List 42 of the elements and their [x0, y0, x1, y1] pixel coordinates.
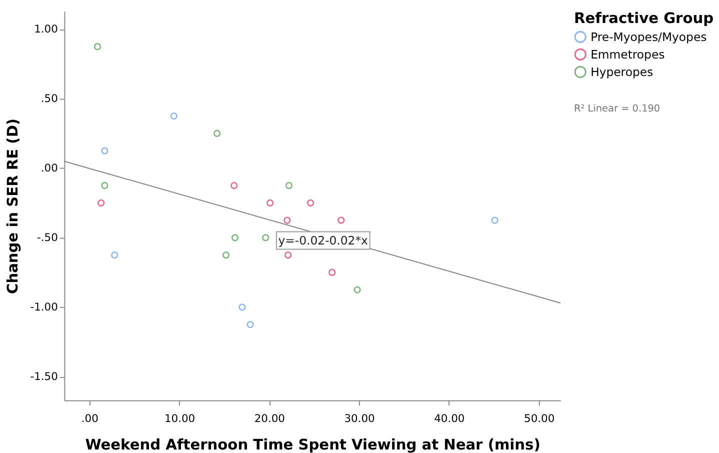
point [170, 112, 178, 120]
x-axis-title: Weekend Afternoon Time Spent Viewing at Near (mins) [85, 436, 540, 453]
x-tick-label: 50.00 [524, 412, 555, 426]
point [266, 199, 274, 206]
point [338, 216, 345, 224]
point [238, 304, 246, 311]
x-tick-label: 20.00 [254, 412, 286, 426]
legend-label: Emmetropes [590, 47, 665, 62]
point [328, 268, 336, 276]
point [284, 252, 292, 259]
point [94, 43, 102, 50]
x-tick-label: 10.00 [164, 412, 196, 426]
point [101, 182, 108, 190]
x-tick-label: 30.00 [344, 412, 376, 426]
point [354, 286, 361, 294]
point [262, 234, 270, 242]
y-tick-label: -1.00 [30, 300, 58, 314]
x-tick-label: 40.00 [434, 412, 465, 426]
point [111, 252, 118, 259]
y-tick-label: 1.00 [34, 22, 58, 36]
point [285, 182, 292, 190]
y-tick-label: -1.50 [30, 370, 58, 384]
legend-label: Pre-Myopes/Myopes [590, 30, 707, 44]
x-tick-label: .00 [81, 412, 99, 426]
point [222, 252, 230, 259]
legend-title: Refractive Group [574, 10, 714, 27]
annotation: y=-0.02-0.02*x [278, 233, 368, 248]
y-tick-label: -.50 [37, 231, 58, 244]
point [98, 199, 105, 206]
point [101, 147, 108, 154]
point [230, 182, 238, 190]
text: R² Linear = 0.190 [574, 103, 660, 114]
y-tick-label: .50 [40, 92, 58, 106]
point [491, 216, 498, 224]
point [213, 130, 221, 137]
point [306, 199, 314, 206]
point [231, 234, 239, 242]
y-axis-title: Change in SER RE (D) [4, 118, 22, 294]
y-tick-label: .00 [40, 162, 58, 175]
point [284, 216, 291, 224]
point [246, 321, 254, 328]
legend-label: Hyperopes [590, 64, 654, 79]
